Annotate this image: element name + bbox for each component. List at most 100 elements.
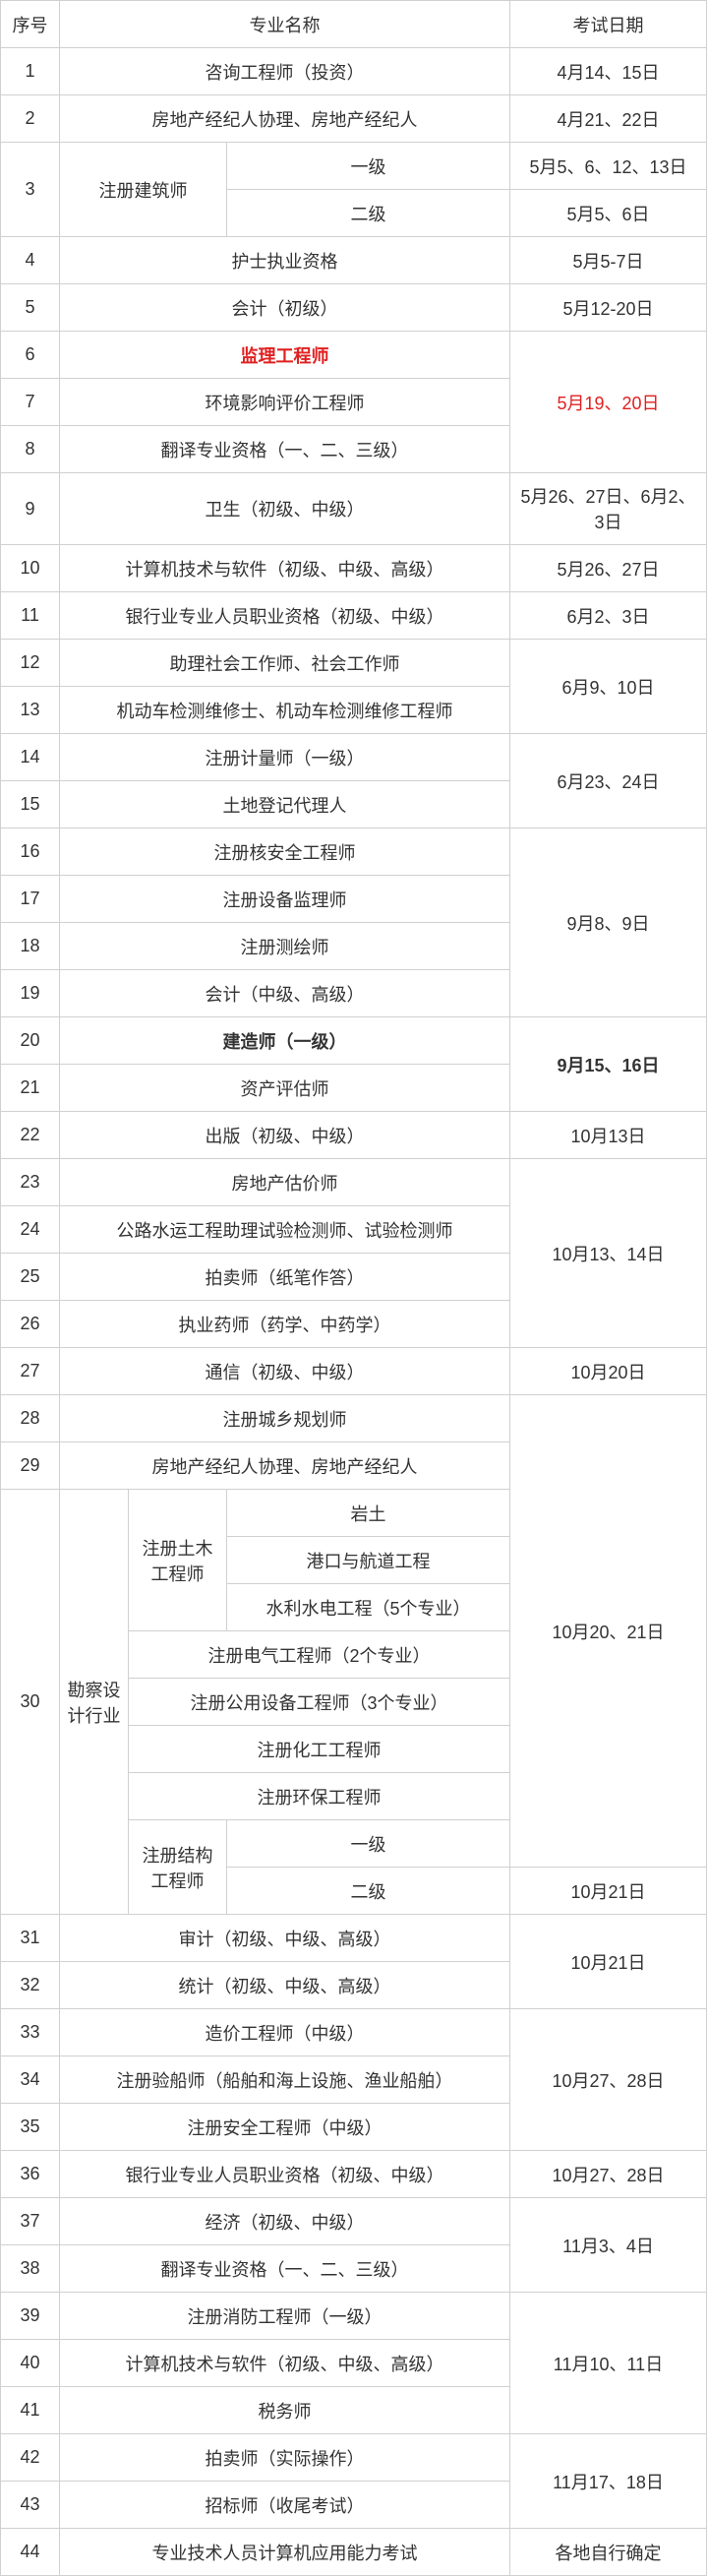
cell-seq: 20 — [1, 1017, 60, 1065]
cell-seq: 7 — [1, 379, 60, 426]
cell-name: 出版（初级、中级） — [60, 1112, 510, 1159]
cell-seq: 36 — [1, 2151, 60, 2198]
cell-seq: 4 — [1, 237, 60, 284]
cell-date: 11月17、18日 — [510, 2434, 707, 2529]
cell-seq: 23 — [1, 1159, 60, 1206]
cell-name: 招标师（收尾考试） — [60, 2482, 510, 2529]
table-row: 20 建造师（一级） 9月15、16日 — [1, 1017, 707, 1065]
cell-seq: 2 — [1, 95, 60, 143]
cell-name: 会计（中级、高级） — [60, 970, 510, 1017]
cell-seq: 30 — [1, 1490, 60, 1915]
cell-name: 经济（初级、中级） — [60, 2198, 510, 2245]
cell-seq: 9 — [1, 473, 60, 545]
cell-name: 拍卖师（纸笔作答） — [60, 1254, 510, 1301]
table-row: 27 通信（初级、中级） 10月20日 — [1, 1348, 707, 1395]
cell-seq: 3 — [1, 143, 60, 237]
cell-seq: 5 — [1, 284, 60, 332]
cell-date: 5月26、27日 — [510, 545, 707, 592]
cell-date: 9月8、9日 — [510, 828, 707, 1017]
cell-date: 11月3、4日 — [510, 2198, 707, 2293]
cell-name: 注册消防工程师（一级） — [60, 2293, 510, 2340]
cell-seq: 42 — [1, 2434, 60, 2482]
table-header-row: 序号 专业名称 考试日期 — [1, 1, 707, 48]
cell-sub: 港口与航道工程 — [227, 1537, 510, 1584]
cell-date: 10月27、28日 — [510, 2151, 707, 2198]
cell-seq: 15 — [1, 781, 60, 828]
cell-sub: 二级 — [227, 1868, 510, 1915]
cell-name: 资产评估师 — [60, 1065, 510, 1112]
cell-name: 建造师（一级） — [60, 1017, 510, 1065]
cell-mid: 注册电气工程师（2个专业） — [129, 1631, 510, 1679]
cell-date: 9月15、16日 — [510, 1017, 707, 1112]
cell-seq: 10 — [1, 545, 60, 592]
cell-sub: 一级 — [227, 1820, 510, 1868]
header-name: 专业名称 — [60, 1, 510, 48]
cell-name: 房地产经纪人协理、房地产经纪人 — [60, 1442, 510, 1490]
cell-date: 10月13、14日 — [510, 1159, 707, 1348]
header-seq: 序号 — [1, 1, 60, 48]
cell-date: 5月5-7日 — [510, 237, 707, 284]
table-row: 12 助理社会工作师、社会工作师 6月9、10日 — [1, 640, 707, 687]
cell-name: 公路水运工程助理试验检测师、试验检测师 — [60, 1206, 510, 1254]
cell-sub: 二级 — [227, 190, 510, 237]
cell-name: 环境影响评价工程师 — [60, 379, 510, 426]
cell-name: 房地产经纪人协理、房地产经纪人 — [60, 95, 510, 143]
cell-name: 助理社会工作师、社会工作师 — [60, 640, 510, 687]
cell-seq: 37 — [1, 2198, 60, 2245]
cell-seq: 35 — [1, 2104, 60, 2151]
cell-name: 咨询工程师（投资） — [60, 48, 510, 95]
cell-date: 6月2、3日 — [510, 592, 707, 640]
cell-seq: 13 — [1, 687, 60, 734]
cell-date: 5月5、6、12、13日 — [510, 143, 707, 190]
table-row: 23 房地产估价师 10月13、14日 — [1, 1159, 707, 1206]
cell-name: 审计（初级、中级、高级） — [60, 1915, 510, 1962]
cell-date: 6月23、24日 — [510, 734, 707, 828]
cell-seq: 11 — [1, 592, 60, 640]
cell-seq: 33 — [1, 2009, 60, 2056]
cell-name: 注册安全工程师（中级） — [60, 2104, 510, 2151]
cell-name: 造价工程师（中级） — [60, 2009, 510, 2056]
table-row: 37 经济（初级、中级） 11月3、4日 — [1, 2198, 707, 2245]
cell-seq: 27 — [1, 1348, 60, 1395]
table-row: 1 咨询工程师（投资） 4月14、15日 — [1, 48, 707, 95]
cell-sub: 水利水电工程（5个专业） — [227, 1584, 510, 1631]
cell-name: 注册设备监理师 — [60, 876, 510, 923]
cell-mid: 注册公用设备工程师（3个专业） — [129, 1679, 510, 1726]
cell-seq: 28 — [1, 1395, 60, 1442]
table-wrapper: 序号 专业名称 考试日期 1 咨询工程师（投资） 4月14、15日 2 房地产经… — [0, 0, 707, 2576]
cell-name: 拍卖师（实际操作） — [60, 2434, 510, 2482]
table-row: 39 注册消防工程师（一级） 11月10、11日 — [1, 2293, 707, 2340]
cell-name: 通信（初级、中级） — [60, 1348, 510, 1395]
cell-name: 注册计量师（一级） — [60, 734, 510, 781]
cell-seq: 38 — [1, 2245, 60, 2293]
cell-seq: 43 — [1, 2482, 60, 2529]
cell-name: 注册核安全工程师 — [60, 828, 510, 876]
table-row: 14 注册计量师（一级） 6月23、24日 — [1, 734, 707, 781]
cell-name: 房地产估价师 — [60, 1159, 510, 1206]
cell-date: 5月19、20日 — [510, 332, 707, 473]
cell-seq: 14 — [1, 734, 60, 781]
cell-seq: 22 — [1, 1112, 60, 1159]
table-row: 10 计算机技术与软件（初级、中级、高级） 5月26、27日 — [1, 545, 707, 592]
table-row: 31 审计（初级、中级、高级） 10月21日 — [1, 1915, 707, 1962]
table-row: 16 注册核安全工程师 9月8、9日 — [1, 828, 707, 876]
cell-name: 卫生（初级、中级） — [60, 473, 510, 545]
cell-date: 4月14、15日 — [510, 48, 707, 95]
cell-sub: 一级 — [227, 143, 510, 190]
cell-name: 银行业专业人员职业资格（初级、中级） — [60, 2151, 510, 2198]
cell-seq: 40 — [1, 2340, 60, 2387]
cell-name: 专业技术人员计算机应用能力考试 — [60, 2529, 510, 2576]
cell-name: 执业药师（药学、中药学） — [60, 1301, 510, 1348]
cell-seq: 31 — [1, 1915, 60, 1962]
cell-seq: 24 — [1, 1206, 60, 1254]
cell-name: 计算机技术与软件（初级、中级、高级） — [60, 545, 510, 592]
cell-mid: 注册化工工程师 — [129, 1726, 510, 1773]
cell-group-b: 注册土木工程师 — [129, 1490, 227, 1631]
cell-seq: 26 — [1, 1301, 60, 1348]
cell-name: 机动车检测维修士、机动车检测维修工程师 — [60, 687, 510, 734]
cell-name: 税务师 — [60, 2387, 510, 2434]
table-row: 36 银行业专业人员职业资格（初级、中级） 10月27、28日 — [1, 2151, 707, 2198]
table-row: 3 注册建筑师 一级 5月5、6、12、13日 — [1, 143, 707, 190]
cell-date: 5月12-20日 — [510, 284, 707, 332]
cell-seq: 12 — [1, 640, 60, 687]
